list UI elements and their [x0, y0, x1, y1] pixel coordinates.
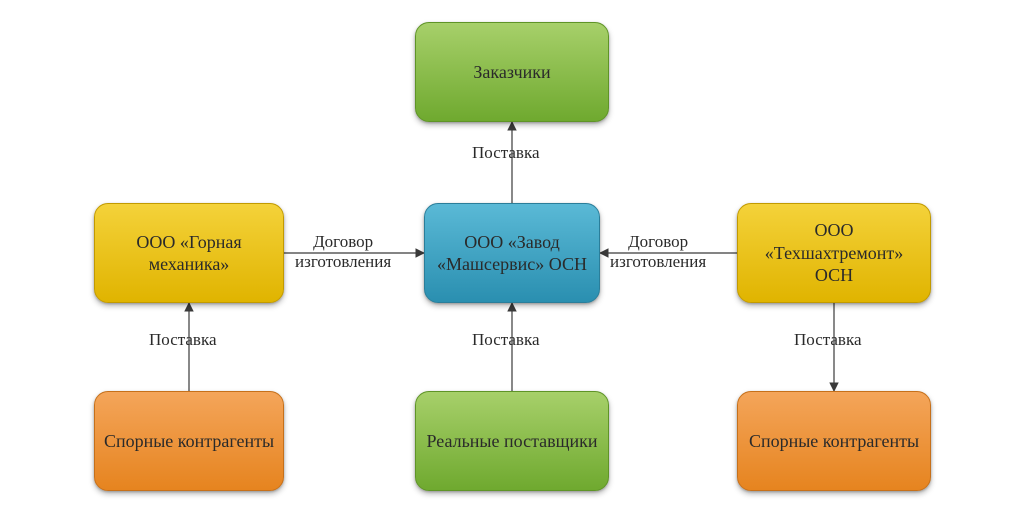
- edge-label-bottom-right: Поставка: [794, 330, 862, 350]
- node-label: Заказчики: [473, 61, 550, 84]
- node-label: Реальные поставщики: [426, 430, 597, 453]
- edge-label-left: Договор изготовления: [295, 232, 391, 273]
- node-right-yellow: ООО «Техшахтремонт» ОСН: [737, 203, 931, 303]
- node-bottom-left: Спорные контрагенты: [94, 391, 284, 491]
- node-label: ООО «Завод «Машсервис» ОСН: [433, 231, 591, 276]
- node-label: Спорные контрагенты: [104, 430, 274, 453]
- edge-label-top: Поставка: [472, 143, 540, 163]
- node-label: Спорные контрагенты: [749, 430, 919, 453]
- edge-label-bottom-center: Поставка: [472, 330, 540, 350]
- edge-label-right: Договор изготовления: [610, 232, 706, 273]
- node-left-yellow: ООО «Горная механика»: [94, 203, 284, 303]
- node-bottom-right: Спорные контрагенты: [737, 391, 931, 491]
- node-bottom-center: Реальные поставщики: [415, 391, 609, 491]
- node-customers: Заказчики: [415, 22, 609, 122]
- node-label: ООО «Горная механика»: [103, 231, 275, 276]
- node-center: ООО «Завод «Машсервис» ОСН: [424, 203, 600, 303]
- edge-label-bottom-left: Поставка: [149, 330, 217, 350]
- node-label: ООО «Техшахтремонт» ОСН: [746, 219, 922, 287]
